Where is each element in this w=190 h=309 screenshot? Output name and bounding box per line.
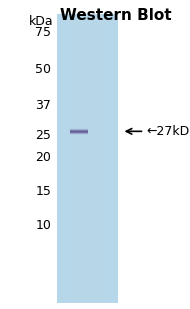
Text: 50: 50 [35,63,51,76]
Text: 37: 37 [35,99,51,112]
Text: 20: 20 [35,151,51,164]
Text: ←27kDa: ←27kDa [146,125,190,138]
Text: 25: 25 [35,129,51,142]
Text: 10: 10 [35,219,51,232]
Text: 75: 75 [35,26,51,39]
Text: Western Blot: Western Blot [60,8,172,23]
Text: 15: 15 [35,185,51,198]
Text: kDa: kDa [28,15,53,28]
